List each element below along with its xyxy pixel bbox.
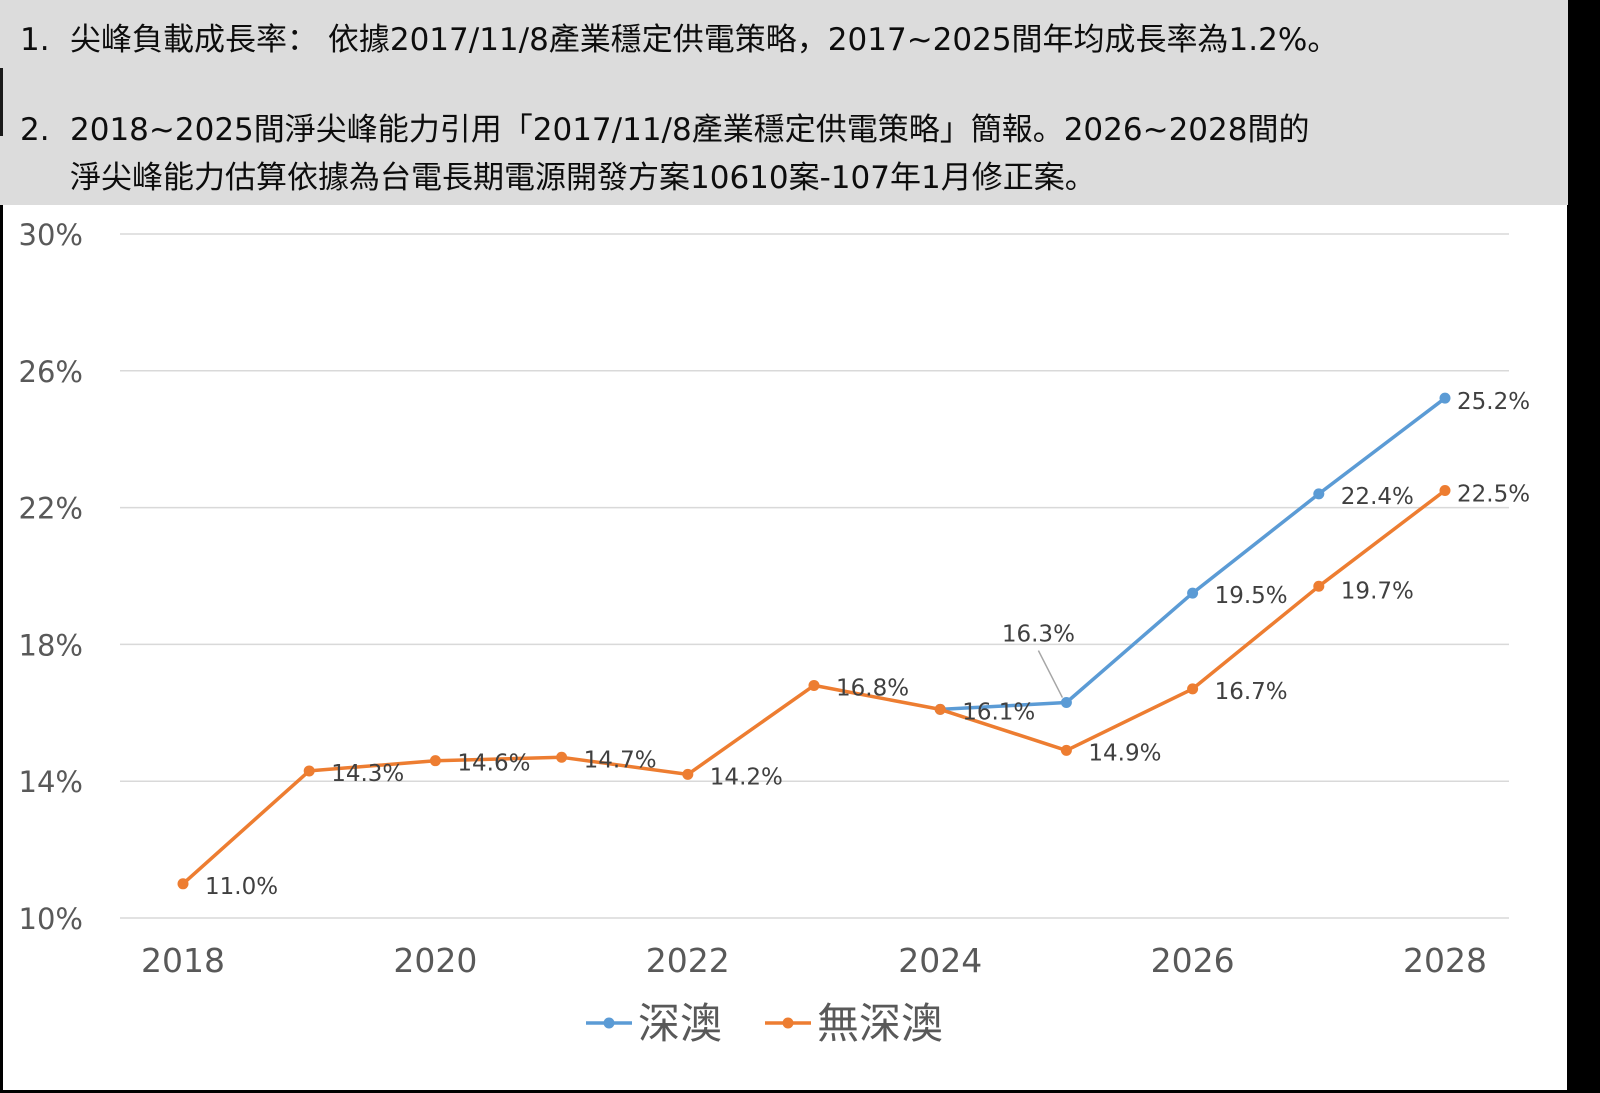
y-tick-label: 10% xyxy=(19,902,83,936)
x-tick-label: 2018 xyxy=(141,941,225,980)
legend-label: 深澳 xyxy=(638,999,722,1048)
data-label: 14.7% xyxy=(584,747,657,773)
gridlines xyxy=(120,233,1509,919)
series-no-shen-ao-point xyxy=(1439,485,1451,496)
series-shen-ao-line xyxy=(938,396,1447,712)
legend-label: 無深澳 xyxy=(817,999,943,1048)
y-tick-label: 22% xyxy=(19,492,83,526)
notes-box: 1. 尖峰負載成長率： 依據2017/11/8產業穩定供電策略，2017~2025… xyxy=(0,0,1568,205)
data-label: 16.8% xyxy=(836,675,909,701)
legend-swatch-marker xyxy=(603,1017,615,1029)
x-tick-label: 2020 xyxy=(393,941,477,980)
series-shen-ao-point xyxy=(1187,587,1199,599)
series-no-shen-ao-point xyxy=(1187,683,1199,695)
data-label: 16.3% xyxy=(1002,622,1075,648)
note-1-number: 1. xyxy=(20,22,50,58)
line-chart: 30%26%22%18%14%10% 2018 2020 2022 2024 2026 2… xyxy=(19,218,1531,1048)
data-label: 14.9% xyxy=(1088,740,1161,766)
note-2-text-line2: 淨尖峰能力估算依據為台電長期電源開發方案10610案-107年1月修正案。 xyxy=(70,160,1096,196)
series-lines xyxy=(177,392,1451,890)
y-tick-label: 30% xyxy=(19,218,83,252)
data-label: 22.5% xyxy=(1457,482,1530,508)
label-leader-line xyxy=(1037,650,1064,698)
data-label: 14.6% xyxy=(457,751,530,777)
x-axis-ticks: 2018 2020 2022 2024 2026 2028 xyxy=(141,941,1487,980)
note-2-continued: 淨尖峰能力估算依據為台電長期電源開發方案10610案-107年1月修正案。 xyxy=(20,152,1096,197)
note-1: 1. 尖峰負載成長率： 依據2017/11/8產業穩定供電策略，2017~2025… xyxy=(20,14,1338,59)
note-2: 2. 2018~2025間淨尖峰能力引用「2017/11/8產業穩定供電策略」簡報… xyxy=(20,104,1309,149)
x-tick-label: 2022 xyxy=(646,941,730,980)
x-tick-label: 2024 xyxy=(898,941,982,980)
series-shen-ao-point xyxy=(1060,697,1072,709)
x-tick-label: 2026 xyxy=(1151,941,1235,980)
series-no-shen-ao-point xyxy=(303,765,315,777)
series-no-shen-ao-point xyxy=(808,679,820,691)
data-label: 19.5% xyxy=(1215,583,1288,609)
series-no-shen-ao-point xyxy=(429,755,441,767)
note-2-number: 2. xyxy=(20,112,50,148)
series-shen-ao-point xyxy=(1313,488,1325,500)
legend: 深澳 無深澳 xyxy=(586,999,943,1048)
data-label: 14.3% xyxy=(331,761,404,787)
data-label: 25.2% xyxy=(1457,389,1530,415)
series-no-shen-ao-point xyxy=(177,878,189,890)
series-shen-ao-point xyxy=(1439,392,1451,404)
y-tick-label: 18% xyxy=(19,628,83,662)
legend-swatch-marker xyxy=(782,1017,794,1029)
note-1-text: 尖峰負載成長率： 依據2017/11/8產業穩定供電策略，2017~2025間年… xyxy=(70,22,1339,58)
y-tick-label: 26% xyxy=(19,355,83,389)
x-tick-label: 2028 xyxy=(1403,941,1487,980)
data-labels: 16.3% 19.5% 22.4% 25.2% 11.0% 14.3% 14.6% 14.7%… xyxy=(205,389,1530,900)
data-label: 14.2% xyxy=(710,764,783,790)
series-no-shen-ao-point xyxy=(1313,580,1325,592)
series-no-shen-ao-point xyxy=(934,703,946,715)
series-no-shen-ao-point xyxy=(556,751,568,763)
chart-area: 30% 26% 22% 18% 14% 10% 2018 2020 2022 2024 2026 2… xyxy=(3,205,1567,1090)
data-label: 11.0% xyxy=(205,874,278,900)
y-axis-ticks: 30% 26% 22% 18% 14% 10% xyxy=(19,218,83,936)
series-no-shen-ao-point xyxy=(682,768,694,780)
note-divider xyxy=(0,68,3,136)
series-no-shen-ao-point xyxy=(1060,744,1072,756)
data-label: 16.7% xyxy=(1215,679,1288,705)
y-tick-label: 14% xyxy=(19,765,83,799)
data-label: 16.1% xyxy=(962,699,1035,725)
data-label: 22.4% xyxy=(1341,484,1414,510)
note-2-text-line1: 2018~2025間淨尖峰能力引用「2017/11/8產業穩定供電策略」簡報。2… xyxy=(70,112,1310,148)
data-label: 19.7% xyxy=(1341,578,1414,604)
